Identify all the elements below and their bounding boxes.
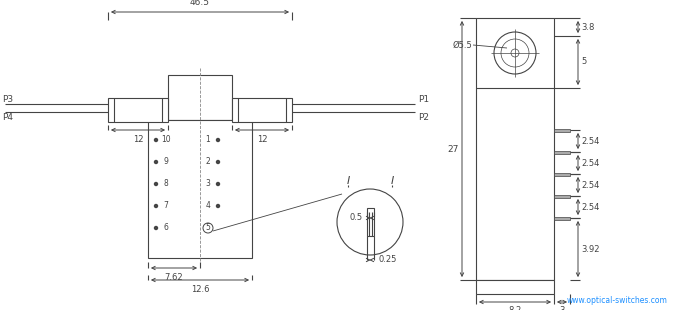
Text: 10: 10 bbox=[161, 135, 171, 144]
Circle shape bbox=[155, 227, 158, 229]
Bar bbox=[476, 18, 554, 280]
Bar bbox=[554, 216, 570, 219]
Bar bbox=[554, 172, 570, 175]
Circle shape bbox=[155, 139, 158, 141]
Text: Ø5.5: Ø5.5 bbox=[452, 41, 472, 50]
Text: P4: P4 bbox=[2, 113, 13, 122]
Circle shape bbox=[216, 183, 220, 185]
Text: I: I bbox=[346, 176, 349, 186]
Text: 7.62: 7.62 bbox=[165, 273, 183, 282]
Bar bbox=[554, 150, 570, 153]
Text: 6: 6 bbox=[164, 224, 168, 232]
Text: 9: 9 bbox=[164, 157, 168, 166]
Text: 12: 12 bbox=[132, 135, 143, 144]
Bar bbox=[476, 280, 554, 294]
Text: 5: 5 bbox=[206, 224, 210, 232]
Text: 0.5: 0.5 bbox=[349, 214, 362, 223]
Bar bbox=[554, 194, 570, 197]
Bar bbox=[168, 75, 232, 120]
Circle shape bbox=[155, 205, 158, 207]
Bar bbox=[554, 129, 570, 131]
Circle shape bbox=[216, 205, 220, 207]
Text: 2.54: 2.54 bbox=[581, 202, 600, 211]
Circle shape bbox=[155, 161, 158, 163]
Text: 2.54: 2.54 bbox=[581, 158, 600, 167]
Text: 3.8: 3.8 bbox=[581, 23, 594, 32]
Text: 3: 3 bbox=[559, 306, 564, 310]
Text: I: I bbox=[390, 176, 393, 186]
Text: 2.54: 2.54 bbox=[581, 136, 600, 145]
Text: 8: 8 bbox=[164, 179, 168, 188]
Text: 2: 2 bbox=[206, 157, 210, 166]
Text: 27: 27 bbox=[448, 144, 459, 153]
Text: 5: 5 bbox=[581, 57, 586, 67]
Text: 8.2: 8.2 bbox=[508, 306, 522, 310]
Text: 4: 4 bbox=[206, 202, 210, 210]
Text: www.optical-switches.com: www.optical-switches.com bbox=[567, 296, 668, 305]
Bar bbox=[108, 98, 168, 122]
Bar bbox=[366, 208, 374, 236]
Bar bbox=[232, 98, 292, 122]
Text: 1: 1 bbox=[206, 135, 210, 144]
Text: 0.25: 0.25 bbox=[379, 255, 397, 264]
Text: 12: 12 bbox=[257, 135, 267, 144]
Text: 3: 3 bbox=[206, 179, 210, 188]
Text: 3.92: 3.92 bbox=[581, 245, 600, 254]
Text: P2: P2 bbox=[418, 113, 429, 122]
Text: 46.5: 46.5 bbox=[190, 0, 210, 7]
Text: 12.6: 12.6 bbox=[191, 285, 210, 294]
Circle shape bbox=[155, 183, 158, 185]
Text: P3: P3 bbox=[2, 95, 13, 104]
Circle shape bbox=[216, 139, 220, 141]
Circle shape bbox=[216, 161, 220, 163]
Text: 2.54: 2.54 bbox=[581, 180, 600, 189]
Text: P1: P1 bbox=[418, 95, 429, 104]
Text: 7: 7 bbox=[164, 202, 168, 210]
Bar bbox=[148, 120, 252, 258]
